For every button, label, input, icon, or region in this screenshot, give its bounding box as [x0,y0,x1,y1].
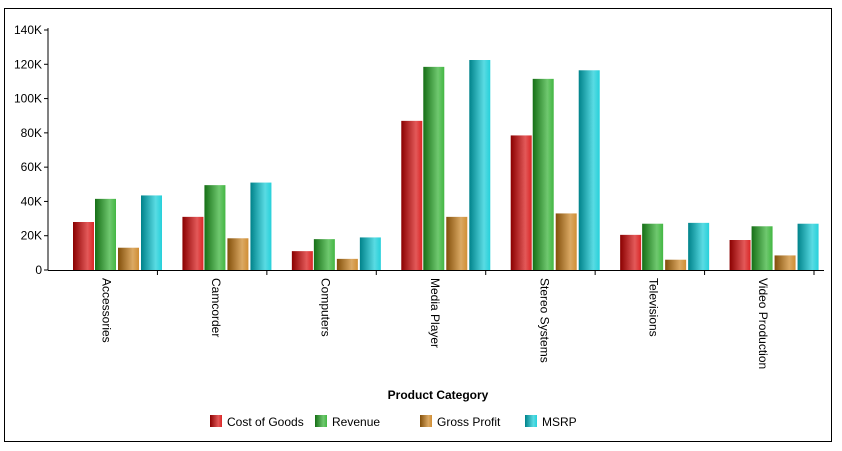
x-tick-label: Stereo Systems [537,278,551,363]
x-tick-label: Camcorder [209,278,223,337]
bar-gross-profit-camcorder [227,238,249,270]
bars-group [73,60,819,271]
legend-swatch-revenue [315,415,327,427]
bar-gross-profit-accessories [118,247,139,270]
bar-msrp-televisions [688,222,710,270]
bar-revenue-video-production [751,226,773,270]
y-tick-label: 100K [14,92,42,106]
x-tick-label: Video Production [756,278,770,369]
y-tick-labels: 0 20K 40K 60K 80K 100K 120K 140K [14,23,42,277]
bar-cost-of-goods-computers [291,251,313,270]
x-tick-label: Media Player [428,278,442,348]
bar-msrp-stereo-systems [578,70,600,271]
bar-cost-of-goods-camcorder [182,216,204,270]
y-tick-label: 0 [35,263,42,277]
bar-gross-profit-media-player [446,216,468,270]
legend-swatch-gross-profit [420,415,432,427]
legend-swatch-cost-of-goods [210,415,222,427]
bar-msrp-video-production [797,223,819,270]
y-tick-label: 120K [14,57,42,71]
bar-revenue-televisions [642,223,664,270]
x-tick-label: Accessories [100,278,114,343]
legend-swatch-msrp [525,415,537,427]
bar-msrp-accessories [141,195,162,270]
bar-revenue-stereo-systems [532,78,554,270]
bar-revenue-computers [313,239,335,270]
y-tick-label: 20K [21,229,42,243]
legend-label-cost-of-goods: Cost of Goods [227,415,304,429]
bar-gross-profit-televisions [665,259,687,270]
bar-gross-profit-video-production [774,255,796,270]
axes-group [44,28,824,275]
bar-revenue-camcorder [204,185,226,270]
y-tick-label: 80K [21,126,42,140]
y-tick-label: 140K [14,23,42,37]
legend: Cost of Goods Revenue Gross Profit MSRP [210,415,577,429]
bar-cost-of-goods-accessories [73,222,94,270]
bar-msrp-camcorder [250,182,272,270]
y-tick-label: 40K [21,194,42,208]
y-tick-label: 60K [21,160,42,174]
x-tick-label: Televisions [647,278,661,337]
legend-label-msrp: MSRP [542,415,577,429]
bar-revenue-accessories [95,198,116,270]
x-axis-title: Product Category [388,388,489,402]
x-tick-labels: Accessories Camcorder Computers Media Playe… [100,278,771,369]
bar-msrp-media-player [469,60,491,270]
legend-label-gross-profit: Gross Profit [437,415,501,429]
bar-cost-of-goods-televisions [620,234,642,270]
bar-revenue-media-player [423,66,445,270]
bar-msrp-computers [359,237,381,270]
bar-cost-of-goods-video-production [729,240,751,270]
bar-gross-profit-computers [336,258,358,270]
x-tick-label: Computers [318,278,332,337]
legend-label-revenue: Revenue [332,415,380,429]
bar-gross-profit-stereo-systems [555,213,577,270]
bar-cost-of-goods-media-player [401,120,423,270]
bar-cost-of-goods-stereo-systems [510,135,532,270]
